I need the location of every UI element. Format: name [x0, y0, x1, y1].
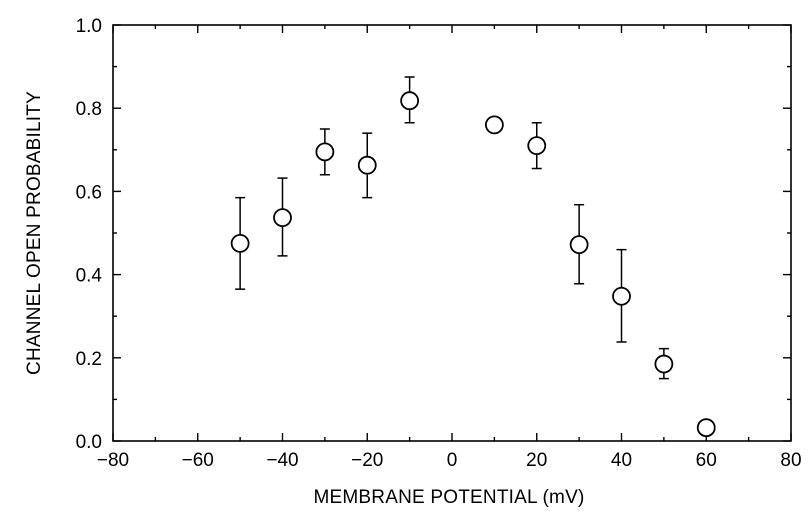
error-bars	[235, 76, 669, 380]
data-point	[315, 142, 335, 162]
x-tick-label: 20	[526, 450, 547, 471]
data-point	[230, 233, 250, 253]
data-points	[230, 91, 716, 438]
data-point	[569, 235, 589, 255]
data-point	[527, 136, 547, 156]
x-axis-title: MEMBRANE POTENTIAL (mV)	[314, 487, 585, 508]
y-tick-label: 0.6	[76, 182, 102, 203]
y-axis-tick-labels: 0.0 0.2 0.4 0.6 0.8 1.0	[76, 16, 103, 453]
x-tick-label: −40	[266, 450, 298, 471]
y-tick-label: 1.0	[76, 16, 102, 37]
y-tick-label: 0.0	[76, 432, 102, 453]
x-tick-label: 80	[780, 450, 801, 471]
x-tick-label: 60	[696, 450, 717, 471]
data-point	[400, 91, 420, 111]
y-axis-ticks	[113, 24, 791, 442]
data-point	[612, 286, 631, 306]
x-axis-tick-labels: −80 −60 −40 −20 0 20 40 60 80	[97, 450, 802, 471]
x-tick-label: −80	[97, 450, 129, 471]
data-point	[273, 208, 292, 228]
data-point	[484, 115, 504, 135]
x-tick-label: −60	[182, 450, 214, 471]
y-tick-label: 0.4	[76, 266, 103, 287]
x-axis-ticks	[112, 25, 792, 441]
y-axis-title: CHANNEL OPEN PROBABILITY	[24, 91, 45, 375]
x-tick-label: −20	[351, 450, 383, 471]
y-tick-label: 0.8	[76, 99, 102, 120]
x-tick-label: 0	[447, 450, 458, 471]
y-tick-label: 0.2	[76, 349, 102, 370]
plot-frame	[112, 24, 792, 442]
data-point	[696, 418, 716, 438]
data-point	[357, 155, 377, 175]
x-tick-label: 40	[611, 450, 632, 471]
data-point	[654, 354, 674, 374]
